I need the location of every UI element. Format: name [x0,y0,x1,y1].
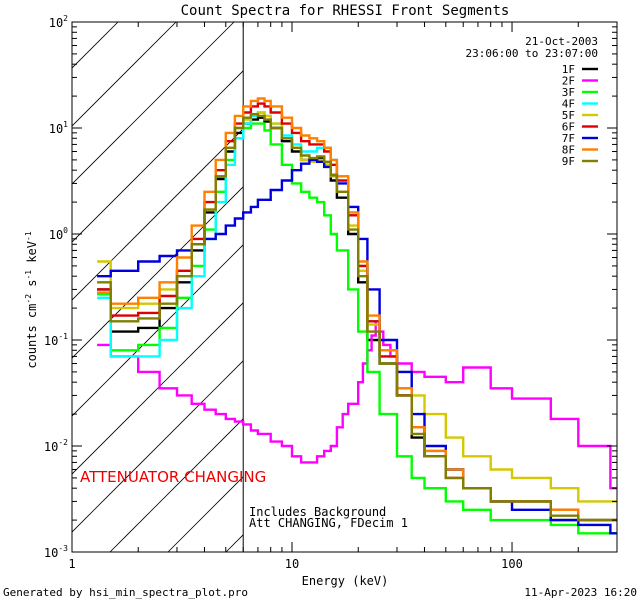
legend-label-6F: 6F [562,121,575,134]
hatch-line [516,0,640,552]
att-note: Att CHANGING, FDecim 1 [249,516,408,530]
chart-date: 21-Oct-2003 [525,35,598,48]
background-note: Includes Background [249,505,386,519]
hatch-line [72,70,244,243]
series-line-4F [97,111,617,522]
legend-label-5F: 5F [562,109,575,122]
chart-title: Count Spectra for RHESSI Front Segments [181,3,510,19]
hatch-line [72,302,244,475]
legend-label-4F: 4F [562,98,575,111]
y-axis-label: counts cm-2 s-1 keV-1 [24,231,39,368]
legend-label-2F: 2F [562,75,575,88]
hatch-line [72,128,244,301]
y-tick-label: 10-2 [44,438,68,454]
x-tick-label: 10 [285,557,299,571]
legend-label-8F: 8F [562,144,575,157]
y-tick-label: 101 [49,120,68,136]
hatch-line [632,0,640,552]
hatch-line [574,0,640,552]
plot-frame [71,21,618,553]
series-line-2F [97,320,617,490]
hatch-line [72,22,177,127]
x-axis-label: Energy (keV) [302,574,389,588]
attenuator-hatch-region [72,0,640,552]
svg-text:counts cm-2 s-1 keV-1: counts cm-2 s-1 keV-1 [24,231,39,368]
attenuator-note: ATTENUATOR CHANGING [80,468,266,486]
series-line-9F [97,113,617,522]
y-axis-label-text: counts cm [25,304,39,369]
chart-time-range: 23:06:00 to 23:07:00 [466,47,598,60]
y-tick-label: 100 [49,226,68,242]
y-tick-label: 10-3 [44,544,68,560]
y-tick-label: 102 [49,14,68,30]
hatch-line [109,418,244,552]
series-line-6F [97,102,617,522]
series-line-1F [97,116,617,522]
footer-timestamp: 11-Apr-2023 16:20 [524,586,637,599]
hatch-line [225,534,244,552]
y-tick-label: 10-1 [44,332,68,348]
hatch-line [72,186,244,359]
legend-label-3F: 3F [562,86,575,99]
footer-generated: Generated by hsi_min_spectra_plot.pro [3,586,248,599]
legend-label-7F: 7F [562,132,575,145]
y-axis: 10-3 10-2 10-1 100 101 102 [44,14,617,560]
x-tick-label: 1 [68,557,75,571]
legend-label-9F: 9F [562,155,575,168]
hatch-line [72,360,244,533]
legend-label-1F: 1F [562,63,575,76]
series-line-8F [97,97,617,522]
x-axis: 1 10 100 [68,22,618,571]
hatch-line [400,0,640,552]
hatch-line [72,22,235,185]
x-tick-label: 100 [501,557,523,571]
series-layer [97,97,617,535]
hatch-line [72,244,244,417]
